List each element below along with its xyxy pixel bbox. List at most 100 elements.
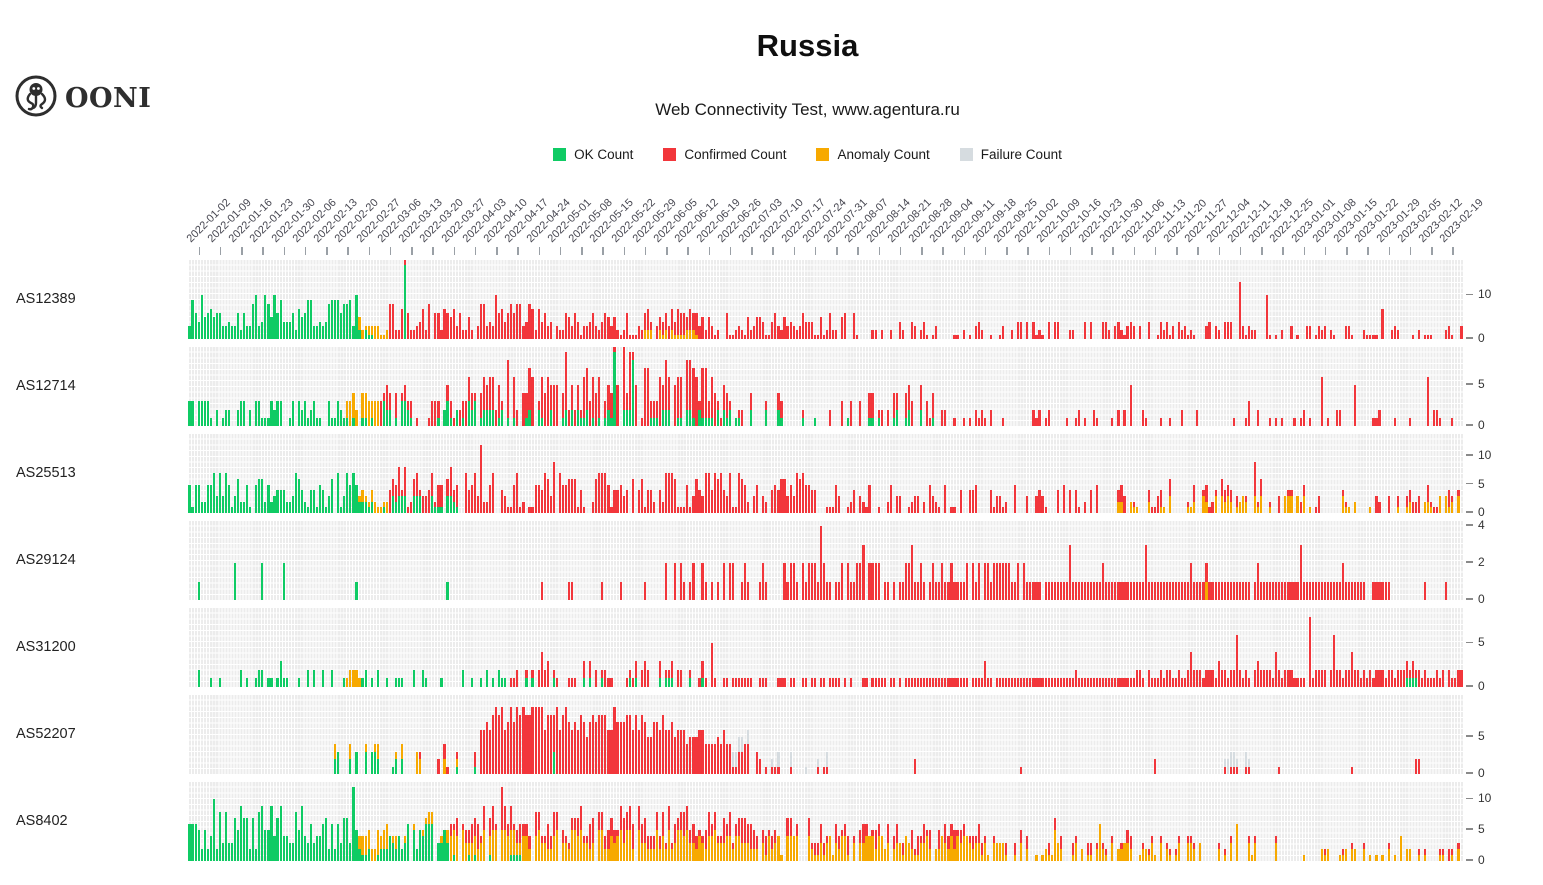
- measurement-bar[interactable]: [507, 507, 510, 513]
- measurement-bar[interactable]: [598, 473, 601, 513]
- measurement-bar[interactable]: [910, 678, 914, 687]
- measurement-bar[interactable]: [728, 473, 731, 513]
- measurement-bar[interactable]: [540, 490, 543, 513]
- measurement-bar[interactable]: [197, 321, 200, 339]
- measurement-bar[interactable]: [631, 352, 634, 426]
- measurement-bar[interactable]: [243, 312, 246, 339]
- measurement-bar[interactable]: [716, 581, 719, 600]
- measurement-bar[interactable]: [613, 707, 616, 774]
- measurement-bar[interactable]: [270, 678, 273, 687]
- measurement-bar[interactable]: [792, 325, 795, 339]
- measurement-bar[interactable]: [1083, 321, 1087, 339]
- measurement-bar[interactable]: [865, 507, 868, 513]
- measurement-bar[interactable]: [1451, 495, 1454, 513]
- measurement-bar[interactable]: [1390, 669, 1393, 687]
- measurement-bar[interactable]: [968, 417, 971, 426]
- measurement-bar[interactable]: [601, 581, 604, 600]
- measurement-bar[interactable]: [737, 737, 741, 774]
- measurement-bar[interactable]: [1220, 669, 1223, 687]
- measurement-bar[interactable]: [1302, 581, 1305, 600]
- measurement-bar[interactable]: [470, 393, 473, 426]
- measurement-bar[interactable]: [215, 409, 218, 426]
- measurement-bar[interactable]: [510, 304, 513, 339]
- measurement-bar[interactable]: [747, 501, 750, 513]
- measurement-bar[interactable]: [847, 507, 850, 513]
- measurement-bar[interactable]: [1293, 581, 1296, 600]
- measurement-bar[interactable]: [974, 484, 977, 513]
- measurement-bar[interactable]: [880, 330, 883, 339]
- measurement-bar[interactable]: [397, 836, 401, 861]
- measurement-bar[interactable]: [1217, 581, 1220, 600]
- measurement-bar[interactable]: [552, 384, 555, 426]
- measurement-bar[interactable]: [1287, 669, 1290, 687]
- measurement-bar[interactable]: [558, 473, 561, 513]
- measurement-bar[interactable]: [273, 295, 276, 339]
- measurement-bar[interactable]: [495, 295, 498, 339]
- measurement-bar[interactable]: [358, 317, 361, 339]
- measurement-bar[interactable]: [977, 824, 980, 861]
- measurement-bar[interactable]: [1096, 484, 1099, 513]
- measurement-bar[interactable]: [507, 722, 510, 774]
- measurement-bar[interactable]: [1083, 678, 1087, 687]
- measurement-bar[interactable]: [464, 473, 467, 513]
- measurement-bar[interactable]: [306, 669, 309, 687]
- measurement-bar[interactable]: [923, 678, 926, 687]
- measurement-bar[interactable]: [531, 376, 534, 426]
- measurement-bar[interactable]: [501, 707, 504, 774]
- measurement-bar[interactable]: [649, 401, 653, 426]
- measurement-bar[interactable]: [795, 330, 798, 339]
- measurement-bar[interactable]: [1445, 495, 1448, 513]
- measurement-bar[interactable]: [583, 836, 586, 861]
- measurement-bar[interactable]: [1153, 759, 1156, 774]
- measurement-bar[interactable]: [971, 490, 974, 513]
- measurement-bar[interactable]: [416, 473, 419, 513]
- measurement-bar[interactable]: [686, 805, 689, 861]
- measurement-bar[interactable]: [935, 581, 938, 600]
- measurement-bar[interactable]: [995, 678, 999, 687]
- measurement-bar[interactable]: [1102, 321, 1105, 339]
- measurement-bar[interactable]: [965, 563, 968, 600]
- measurement-bar[interactable]: [859, 563, 862, 600]
- measurement-bar[interactable]: [628, 714, 631, 774]
- measurement-bar[interactable]: [1214, 490, 1217, 513]
- measurement-bar[interactable]: [1123, 842, 1126, 861]
- measurement-bar[interactable]: [1220, 581, 1223, 600]
- measurement-bar[interactable]: [1335, 581, 1339, 600]
- measurement-bar[interactable]: [403, 467, 407, 513]
- measurement-bar[interactable]: [206, 312, 209, 339]
- measurement-bar[interactable]: [485, 325, 489, 339]
- measurement-bar[interactable]: [513, 312, 516, 339]
- measurement-bar[interactable]: [998, 334, 1002, 339]
- measurement-bar[interactable]: [1023, 678, 1026, 687]
- measurement-bar[interactable]: [233, 325, 237, 339]
- measurement-bar[interactable]: [1008, 563, 1011, 600]
- measurement-bar[interactable]: [601, 714, 604, 774]
- measurement-bar[interactable]: [786, 581, 789, 600]
- measurement-bar[interactable]: [983, 660, 986, 687]
- measurement-bar[interactable]: [923, 581, 926, 600]
- measurement-bar[interactable]: [306, 417, 309, 426]
- measurement-bar[interactable]: [1074, 836, 1078, 861]
- measurement-bar[interactable]: [1235, 495, 1238, 513]
- measurement-bar[interactable]: [895, 824, 898, 861]
- measurement-bar[interactable]: [1260, 478, 1263, 513]
- measurement-bar[interactable]: [989, 409, 993, 426]
- measurement-bar[interactable]: [564, 352, 568, 426]
- measurement-bar[interactable]: [331, 299, 334, 339]
- measurement-bar[interactable]: [209, 417, 212, 426]
- measurement-bar[interactable]: [1038, 490, 1041, 513]
- measurement-bar[interactable]: [640, 824, 643, 861]
- measurement-bar[interactable]: [458, 312, 461, 339]
- measurement-bar[interactable]: [540, 836, 543, 861]
- measurement-bar[interactable]: [947, 836, 950, 861]
- measurement-bar[interactable]: [309, 824, 313, 861]
- measurement-bar[interactable]: [765, 678, 768, 687]
- measurement-bar[interactable]: [455, 409, 458, 426]
- measurement-bar[interactable]: [1369, 669, 1372, 687]
- measurement-bar[interactable]: [904, 563, 908, 600]
- measurement-bar[interactable]: [731, 842, 734, 861]
- measurement-bar[interactable]: [740, 409, 744, 426]
- measurement-bar[interactable]: [419, 321, 422, 339]
- measurement-bar[interactable]: [631, 334, 634, 339]
- measurement-bar[interactable]: [974, 409, 977, 426]
